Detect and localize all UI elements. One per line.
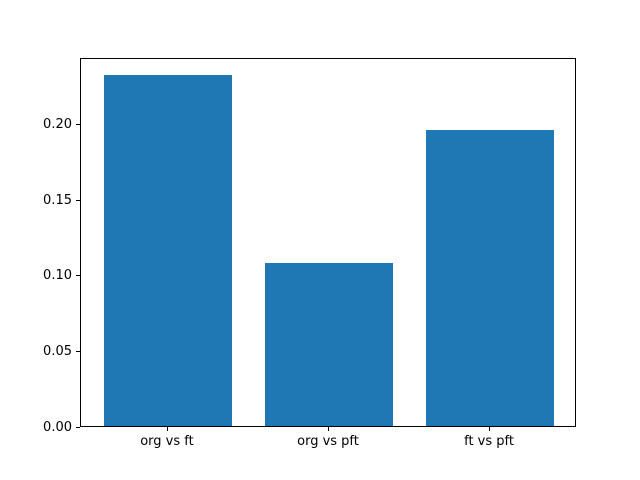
bar-org-vs-ft xyxy=(103,75,233,426)
plot-area xyxy=(80,58,576,427)
x-tick-label: org vs ft xyxy=(140,434,194,449)
x-tick-mark xyxy=(489,427,491,431)
y-tick-mark xyxy=(76,426,80,428)
bar-ft-vs-pft xyxy=(425,129,555,426)
x-tick-label: org vs pft xyxy=(297,434,359,449)
y-tick-label: 0.05 xyxy=(43,343,72,359)
y-tick-mark xyxy=(76,124,80,126)
y-tick-label: 0.00 xyxy=(43,419,72,435)
x-tick-mark xyxy=(166,427,168,431)
y-tick-label: 0.10 xyxy=(43,268,72,284)
y-tick-label: 0.15 xyxy=(43,192,72,208)
x-tick-mark xyxy=(328,427,329,431)
y-tick-mark xyxy=(76,275,80,277)
y-tick-mark xyxy=(76,199,80,201)
y-tick-label: 0.20 xyxy=(43,117,72,133)
y-tick-mark xyxy=(76,350,80,352)
bar-org-vs-pft xyxy=(264,262,394,426)
x-tick-label: ft vs pft xyxy=(464,434,514,449)
